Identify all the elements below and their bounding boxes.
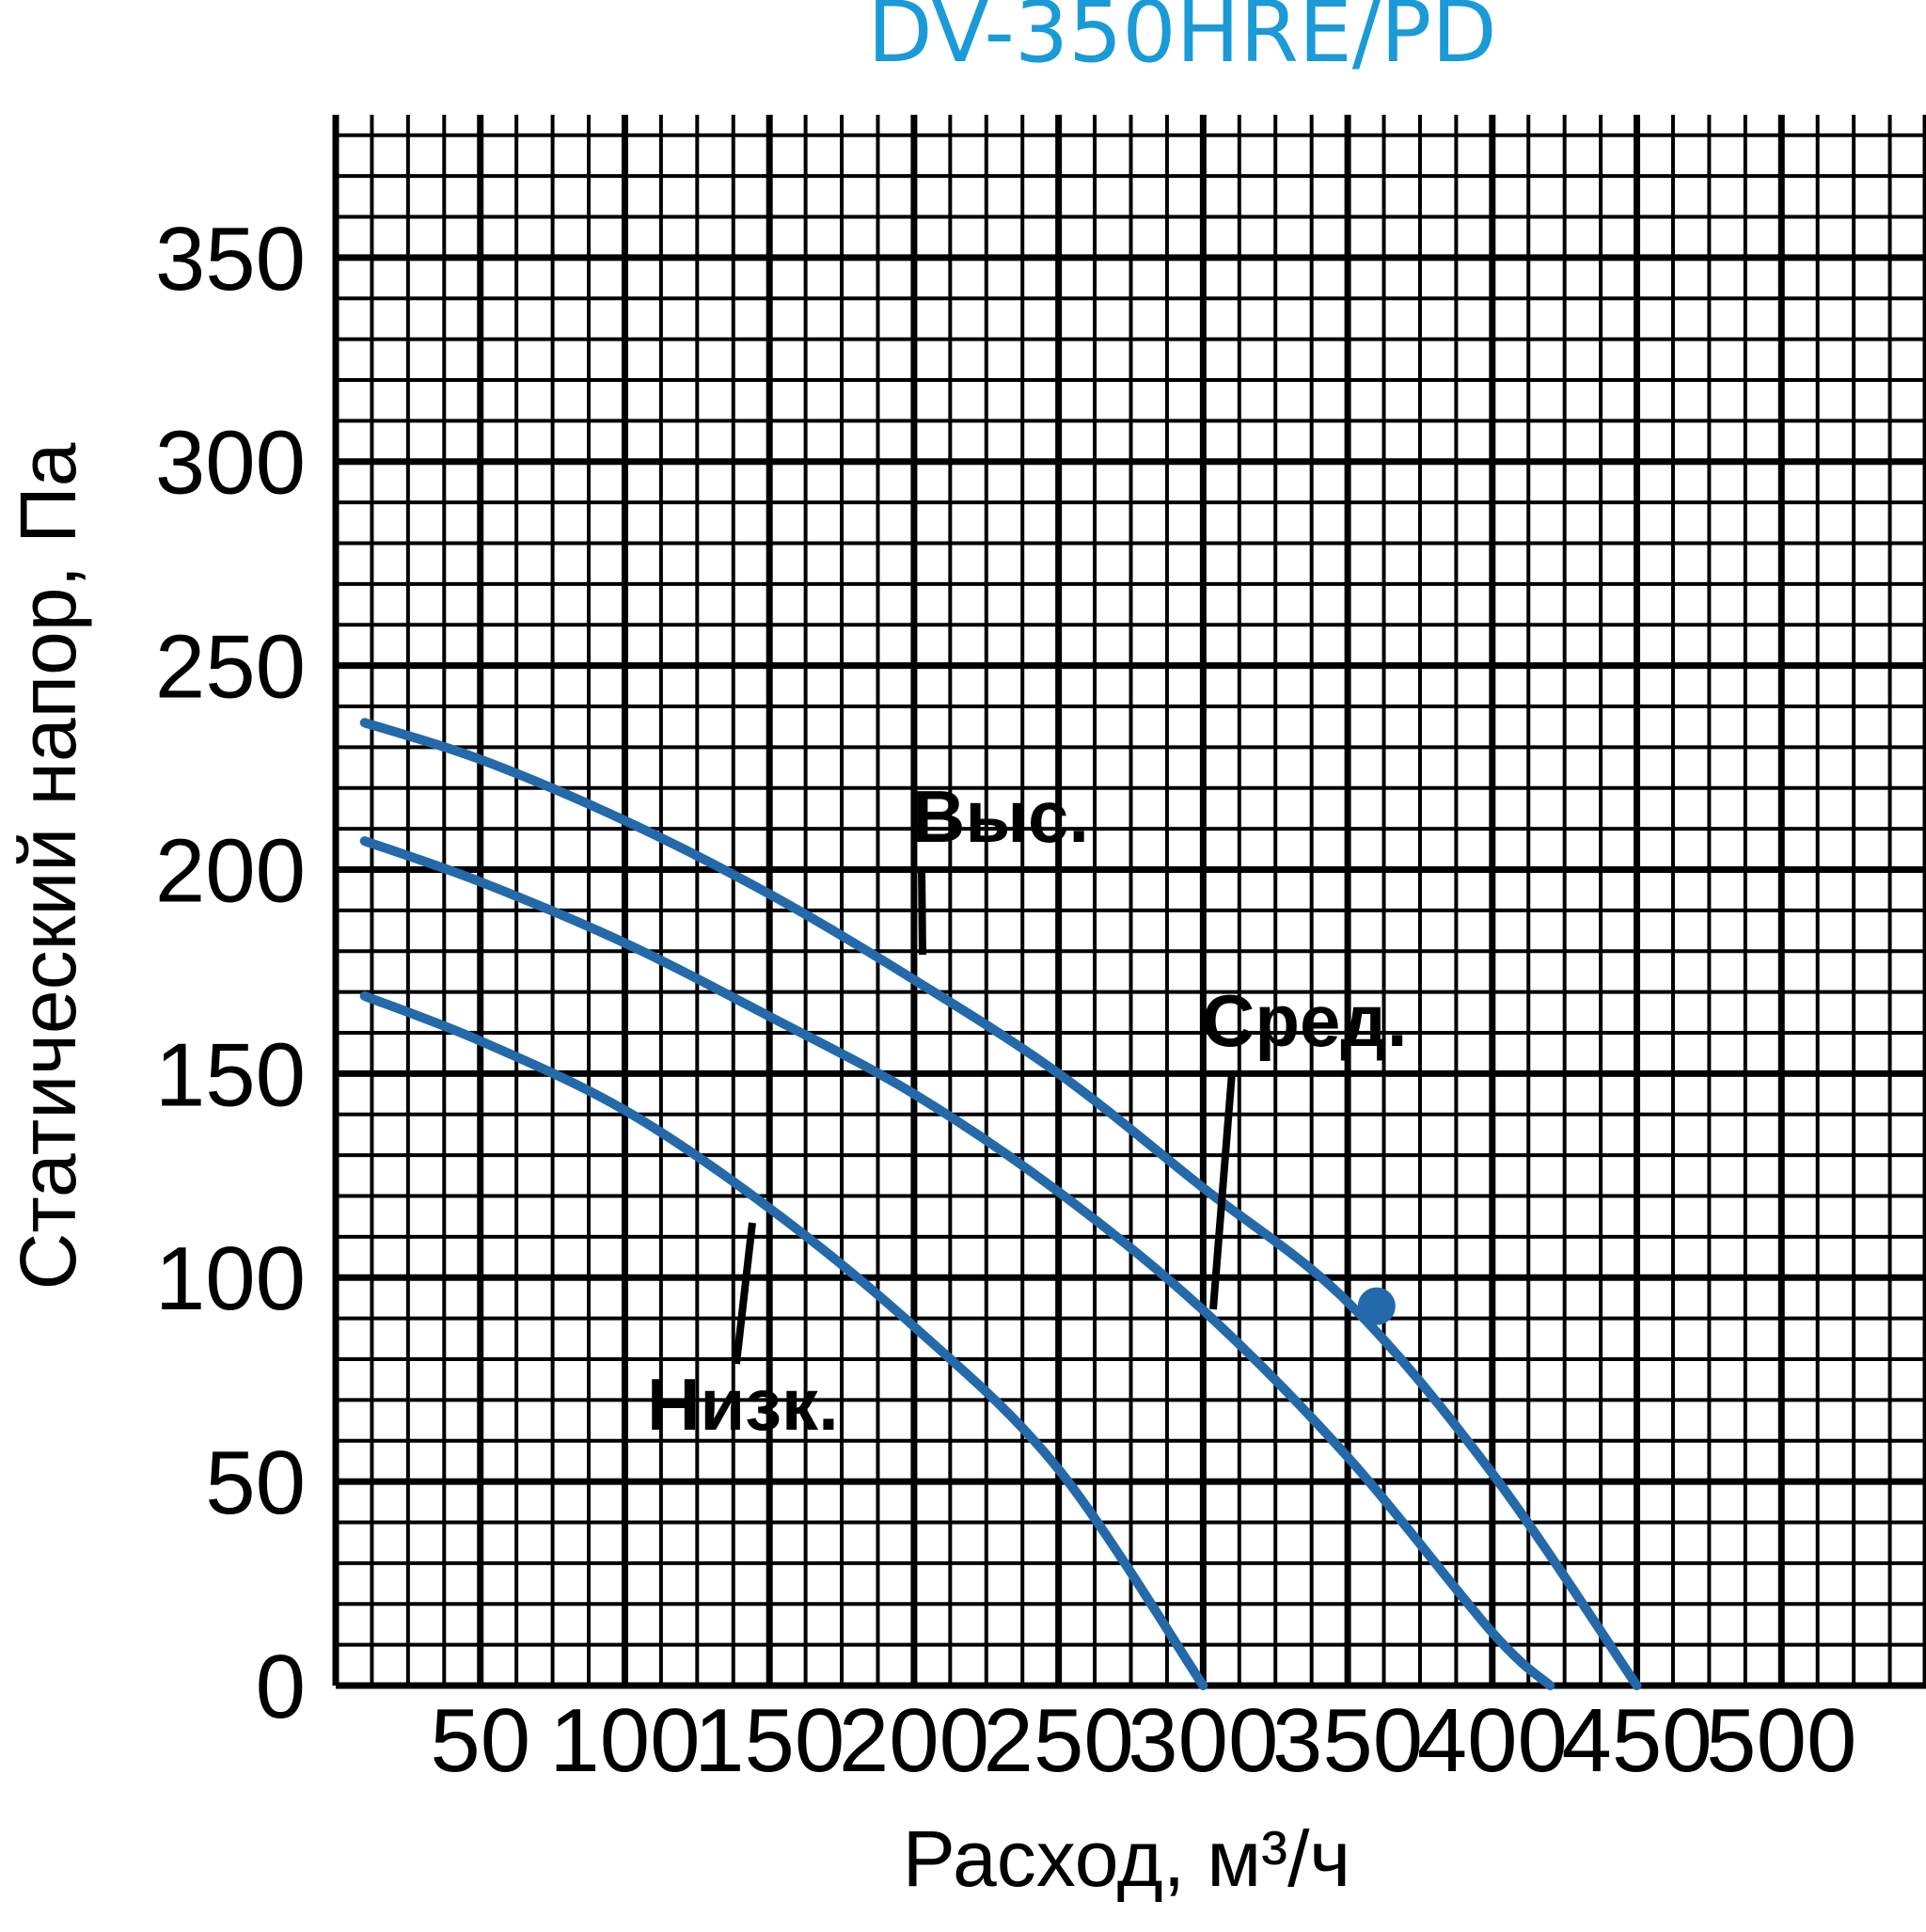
- y-tick-label: 300: [155, 413, 306, 514]
- curve-label: Низк.: [647, 1363, 839, 1446]
- x-tick-label: 200: [839, 1690, 989, 1791]
- y-tick-label: 200: [155, 820, 306, 921]
- y-tick-label: 50: [205, 1433, 306, 1533]
- curve-labels: Выс. Сред. Низк.: [647, 775, 1408, 1446]
- y-tick-labels: 0 50 100 150 200 250 300 350: [155, 209, 306, 1737]
- y-tick-label: 350: [155, 209, 306, 309]
- curve-medium: [359, 836, 1555, 1690]
- leader-line: [733, 1222, 756, 1365]
- operating-point-marker: [1357, 1287, 1396, 1325]
- grid: [332, 115, 1926, 1689]
- y-tick-label: 0: [256, 1637, 306, 1737]
- x-tick-label: 300: [1128, 1690, 1278, 1791]
- label-leaders: [733, 866, 1236, 1365]
- chart-title: DV-350HRE/PD: [867, 0, 1496, 82]
- curve-high: [359, 718, 1642, 1690]
- curves: [359, 718, 1642, 1690]
- curve-label: Выс.: [912, 775, 1089, 858]
- x-tick-label: 150: [694, 1690, 845, 1791]
- x-tick-label: 400: [1417, 1690, 1568, 1791]
- x-axis-label: Расход, м³/ч: [903, 1814, 1350, 1903]
- curve-label: Сред.: [1202, 979, 1408, 1062]
- curve-low: [359, 990, 1208, 1690]
- x-tick-label: 350: [1272, 1690, 1423, 1791]
- x-tick-label: 500: [1706, 1690, 1856, 1791]
- y-tick-label: 150: [155, 1024, 306, 1125]
- x-tick-label: 450: [1561, 1690, 1712, 1791]
- x-tick-label: 250: [984, 1690, 1134, 1791]
- y-axis-label: Статический напор, Па: [4, 442, 92, 1290]
- y-tick-label: 250: [155, 617, 306, 718]
- y-tick-label: 100: [155, 1228, 306, 1329]
- x-tick-label: 50: [430, 1690, 530, 1791]
- leader-line: [1209, 1071, 1236, 1310]
- x-tick-label: 100: [549, 1690, 700, 1791]
- leader-line: [918, 866, 926, 956]
